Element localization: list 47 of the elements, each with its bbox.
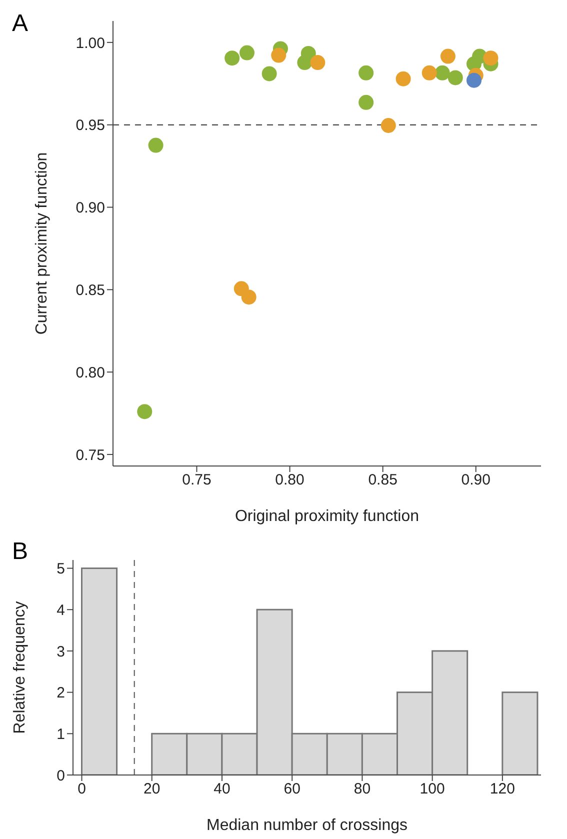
x-tick-label: 20 [144,780,160,798]
y-tick-label: 0.80 [76,364,105,382]
point [148,138,164,153]
y-axis-title: Relative frequency [12,601,29,734]
y-tick-label: 1.00 [76,34,105,52]
point [239,45,254,60]
point [434,65,450,80]
y-tick-label: 0.75 [76,446,105,464]
x-tick-label: 60 [284,780,300,798]
x-tick-label: 0.80 [275,472,304,489]
point [380,118,396,133]
point [358,65,374,80]
x-tick-label: 120 [490,780,515,798]
x-tick-label: 0.85 [368,472,398,489]
point [137,404,152,420]
x-tick-label: 40 [214,780,230,798]
point [440,48,456,64]
y-tick-label: 2 [56,684,65,702]
x-axis-title: Original proximity function [234,508,420,525]
x-tick-label: 0.75 [182,472,212,489]
y-tick-label: 3 [56,643,65,660]
y-tick-label: 0.95 [76,117,105,134]
x-tick-label: 80 [354,780,371,798]
x-tick-label: 100 [420,780,445,798]
point [262,66,277,82]
chart-title: B [12,538,28,566]
x-axis-title: Median number of crossings [206,817,408,834]
point [297,55,312,70]
y-tick-label: 0 [56,767,65,784]
y-tick-label: 0.85 [76,282,105,299]
point [224,50,240,66]
point [422,65,437,80]
point [396,71,411,86]
point [271,48,286,63]
y-tick-label: 5 [56,560,65,578]
point [358,94,374,110]
chart-title: A [12,10,28,38]
y-tick-label: 1 [56,726,65,743]
point [241,290,256,305]
point [310,55,326,70]
point [466,72,482,88]
point [448,70,463,86]
x-tick-label: 0.90 [461,472,490,489]
y-tick-label: 0.90 [76,200,105,217]
point [483,50,498,66]
y-tick-label: 4 [56,602,65,619]
y-axis-title: Current proximity function [34,152,51,335]
